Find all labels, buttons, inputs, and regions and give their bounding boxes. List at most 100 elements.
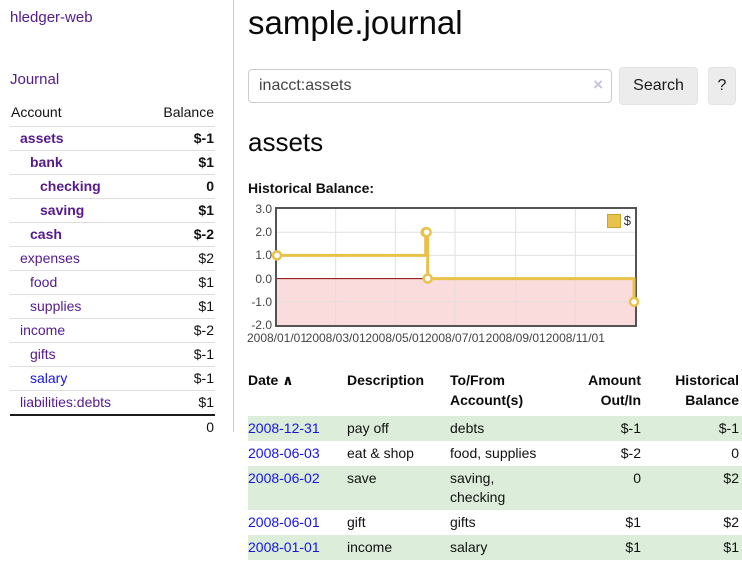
register-accounts-cell: debts <box>450 420 485 436</box>
page-title: sample.journal <box>248 4 463 41</box>
data-point-marker <box>422 273 433 284</box>
register-date-link[interactable]: 2008-06-03 <box>248 445 320 461</box>
account-balance: $2 <box>144 246 215 271</box>
account-row: salary $-1 <box>10 366 215 391</box>
chart-plot-area: $ <box>271 207 640 327</box>
register-amount-cell: $1 <box>625 514 641 530</box>
register-date-link[interactable]: 2008-06-02 <box>248 470 320 486</box>
register-amount-cell: $-1 <box>620 420 641 436</box>
account-row: cash $-2 <box>10 222 215 247</box>
register-balance-cell: $-1 <box>718 420 739 436</box>
account-link[interactable]: liabilities:debts <box>20 394 112 410</box>
register-header-description: Description <box>347 372 425 388</box>
account-balance: $-1 <box>144 366 215 391</box>
register-accounts-cell: salary <box>450 539 488 555</box>
account-balance: $-1 <box>144 342 215 367</box>
sidebar-divider <box>233 0 234 432</box>
historical-balance-chart: $ 3.0 2.0 1.0 0.0 -1.0 -2.0 2008/01/01 2008/03/… <box>247 202 742 347</box>
register-balance-cell: 0 <box>731 445 739 461</box>
account-link[interactable]: gifts <box>30 346 56 362</box>
account-balance: $-1 <box>144 126 215 151</box>
account-balance: $1 <box>144 198 215 223</box>
account-row: expenses $2 <box>10 246 215 271</box>
account-link[interactable]: supplies <box>30 298 82 314</box>
register-date-cell: 2008-06-03 <box>248 441 347 466</box>
account-row: food $1 <box>10 270 215 295</box>
data-point-marker <box>421 226 432 238</box>
account-cell: bank <box>10 150 145 175</box>
search-button[interactable]: Search <box>619 67 698 105</box>
account-balance: $1 <box>144 270 215 295</box>
register-header-accounts: To/From Account(s) <box>450 372 524 408</box>
accounts-header-account: Account <box>11 104 62 120</box>
clear-search-icon[interactable]: × <box>593 75 603 94</box>
y-axis-label: 0.0 <box>255 271 272 286</box>
register-header-balance: Historical Balance <box>675 372 739 408</box>
help-button[interactable]: ? <box>708 67 736 105</box>
register-description-cell: income <box>347 539 393 555</box>
accounts-table-header: Account Balance <box>10 104 215 127</box>
account-row: saving $1 <box>10 198 215 223</box>
account-cell: cash <box>10 222 145 247</box>
account-link[interactable]: income <box>20 322 66 338</box>
account-balance: $1 <box>144 150 215 175</box>
register-amount-cell: 0 <box>633 470 641 486</box>
app-title-link[interactable]: hledger-web <box>10 9 93 26</box>
account-link[interactable]: cash <box>30 226 62 242</box>
account-balance: $-2 <box>144 222 215 247</box>
data-point-marker <box>271 250 283 261</box>
account-balance: 0 <box>144 174 215 199</box>
register-date-cell: 2008-06-02 <box>248 466 347 510</box>
register-table-header: Date ∧ Description To/From Account(s) Am… <box>248 370 742 416</box>
account-row: liabilities:debts $1 <box>10 390 215 415</box>
x-axis-label: 2008/09/01 <box>485 331 546 345</box>
account-heading: assets <box>248 127 324 157</box>
register-date-link[interactable]: 2008-01-01 <box>248 539 320 555</box>
search-form: × Search ? <box>248 67 742 105</box>
account-link[interactable]: salary <box>30 370 68 386</box>
account-balance: $-2 <box>144 318 215 343</box>
account-link[interactable]: bank <box>30 154 63 170</box>
account-link[interactable]: assets <box>20 130 64 146</box>
register-date-cell: 2008-01-01 <box>248 535 347 560</box>
register-description-cell: pay off <box>347 420 389 436</box>
chart-legend: $ <box>605 213 632 228</box>
register-date-link[interactable]: 2008-06-01 <box>248 514 320 530</box>
account-cell: supplies <box>10 294 145 319</box>
register-row: 2008-06-01 gift gifts $1 $2 <box>248 510 742 535</box>
account-row: checking 0 <box>10 174 215 199</box>
account-row: supplies $1 <box>10 294 215 319</box>
sort-ascending-icon: ∧ <box>282 372 294 388</box>
register-date-cell: 2008-12-31 <box>248 416 347 441</box>
account-link[interactable]: saving <box>40 202 85 218</box>
account-link[interactable]: food <box>30 274 58 290</box>
register-date-link[interactable]: 2008-12-31 <box>248 420 320 436</box>
search-input[interactable] <box>248 69 612 103</box>
y-axis-label: 3.0 <box>255 202 272 216</box>
account-row: bank $1 <box>10 150 215 175</box>
legend-swatch-icon <box>606 213 621 228</box>
account-link[interactable]: checking <box>40 178 101 194</box>
account-row: gifts $-1 <box>10 342 215 367</box>
y-axis-label: 1.0 <box>255 248 272 263</box>
x-axis-label: 2008/03/01 <box>305 331 366 345</box>
register-row: 2008-06-02 save saving, checking 0 $2 <box>248 466 742 510</box>
register-header-date[interactable]: Date ∧ <box>248 370 347 416</box>
accounts-total-balance: 0 <box>144 414 215 439</box>
accounts-table: Account Balance assets $-1 bank $1 checking 0… <box>10 104 215 439</box>
register-accounts-cell: saving, checking <box>450 470 506 505</box>
account-cell: income <box>10 318 145 343</box>
account-cell: checking <box>10 174 145 199</box>
account-balance: $1 <box>144 390 215 415</box>
account-cell: saving <box>10 198 145 223</box>
accounts-total-spacer <box>10 414 145 439</box>
x-axis-label: 2008/11/01 <box>545 331 605 345</box>
account-link[interactable]: expenses <box>20 250 80 266</box>
accounts-header-balance: Balance <box>163 104 214 120</box>
account-cell: assets <box>10 126 145 151</box>
sidebar-item-journal[interactable]: Journal <box>10 71 60 88</box>
account-row: assets $-1 <box>10 126 215 151</box>
register-amount-cell: $-2 <box>620 445 641 461</box>
register-date-cell: 2008-06-01 <box>248 510 347 535</box>
account-cell: gifts <box>10 342 145 367</box>
